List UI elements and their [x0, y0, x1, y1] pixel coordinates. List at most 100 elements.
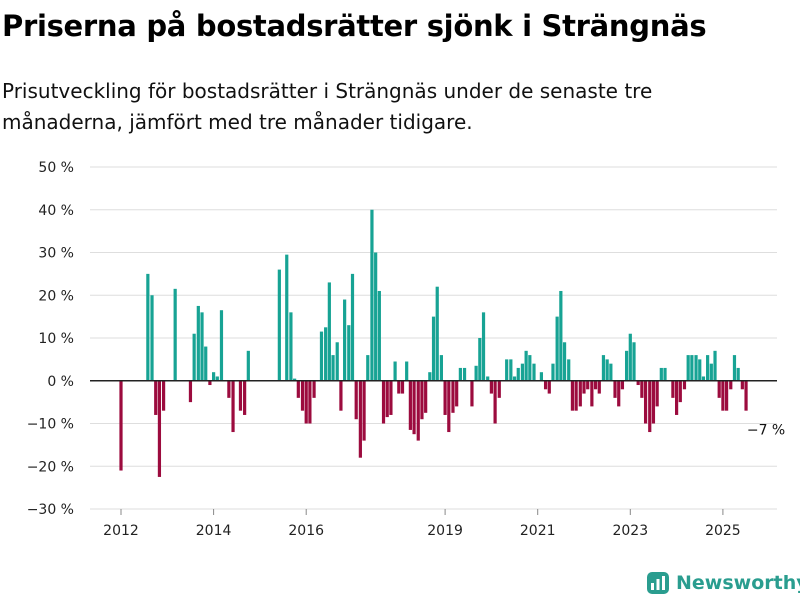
- bar: [493, 380, 497, 424]
- bar: [559, 290, 563, 381]
- bar: [713, 350, 717, 381]
- bar: [219, 310, 224, 381]
- y-tick-label: −30 %: [27, 502, 74, 518]
- bar: [486, 376, 490, 381]
- bar: [289, 312, 293, 381]
- bar: [455, 380, 459, 407]
- bar: [431, 316, 436, 381]
- bar: [497, 380, 501, 398]
- chart-title: Priserna på bostadsrätter sjönk i Sträng…: [2, 9, 707, 43]
- bar: [374, 252, 378, 381]
- y-tick-label: −20 %: [27, 459, 74, 475]
- y-axis-ticks: −30 % −20 % −10 % 0 % 10 % 20 % 30 % 40 % 50 %: [27, 160, 74, 518]
- bar: [574, 380, 578, 411]
- bar: [458, 367, 462, 381]
- bar: [725, 380, 729, 411]
- bar: [212, 372, 216, 381]
- bar: [640, 380, 644, 398]
- bar: [343, 299, 347, 381]
- bar: [732, 355, 737, 381]
- x-tick-label: 2016: [288, 523, 324, 539]
- bar: [528, 355, 532, 381]
- bar: [567, 359, 571, 381]
- bar: [620, 380, 625, 390]
- bar: [706, 355, 710, 381]
- bar: [617, 380, 621, 407]
- bar: [462, 367, 467, 381]
- x-tick-label: 2023: [612, 523, 648, 539]
- bar: [173, 288, 177, 381]
- bar: [296, 380, 300, 398]
- bar: [590, 380, 594, 407]
- bar: [551, 363, 555, 381]
- y-tick-label: 40 %: [38, 203, 74, 219]
- bar: [701, 376, 706, 381]
- bar: [339, 380, 343, 411]
- bar: [505, 359, 509, 381]
- bar: [366, 355, 370, 381]
- x-tick-label: 2012: [103, 523, 139, 539]
- bar: [690, 355, 694, 381]
- bar: [208, 380, 212, 386]
- bar: [663, 367, 667, 381]
- bar: [512, 376, 517, 381]
- bar: [227, 380, 231, 398]
- bar: [698, 359, 702, 381]
- bar: [308, 380, 312, 424]
- bar: [354, 380, 358, 420]
- bar: [389, 380, 393, 415]
- bar: [327, 282, 331, 381]
- bar: [393, 361, 397, 381]
- x-tick-label: 2014: [196, 523, 232, 539]
- bar: [593, 380, 598, 390]
- bar: [200, 312, 204, 381]
- bar: [412, 380, 416, 435]
- x-tick-label: 2019: [427, 523, 463, 539]
- bar: [370, 209, 374, 381]
- bar: [478, 338, 482, 381]
- bar: [350, 273, 355, 381]
- bar: [717, 380, 721, 398]
- bar: [709, 363, 713, 381]
- bar: [570, 380, 575, 411]
- bar: [678, 380, 682, 403]
- bar: [729, 380, 733, 390]
- y-tick-label: 0 %: [47, 374, 74, 390]
- bar: [300, 380, 305, 411]
- bar: [543, 380, 548, 390]
- bar: [520, 363, 525, 381]
- bar: [443, 380, 447, 415]
- newsworthy-logo-icon: [647, 572, 669, 594]
- bar: [470, 380, 474, 407]
- bars: [119, 209, 748, 477]
- x-tick-label: 2021: [520, 523, 556, 539]
- bar: [740, 380, 744, 390]
- bar: [651, 380, 656, 424]
- bar: [578, 380, 582, 407]
- bar: [285, 254, 289, 381]
- bar: [547, 380, 551, 394]
- bar: [447, 380, 451, 433]
- bar: [397, 380, 401, 394]
- bar: [119, 380, 123, 471]
- bar: [319, 331, 324, 381]
- bar: [539, 372, 544, 381]
- bar: [385, 380, 389, 418]
- bar: [428, 372, 432, 381]
- x-tick-label: 2025: [705, 523, 741, 539]
- bar: [416, 380, 420, 441]
- bar: [335, 342, 339, 381]
- bar: [238, 380, 243, 411]
- bar: [377, 290, 381, 381]
- bar: [246, 350, 250, 381]
- bar-chart: −30 % −20 % −10 % 0 % 10 % 20 % 30 % 40 % 50 % 2…: [27, 160, 786, 539]
- bar: [192, 333, 196, 381]
- bar: [524, 350, 528, 381]
- bar: [243, 380, 247, 415]
- y-tick-label: 20 %: [38, 288, 74, 304]
- annotations: −7 %: [747, 423, 785, 439]
- bar: [632, 342, 636, 381]
- bar: [439, 355, 443, 381]
- bar: [312, 380, 316, 398]
- last-value-annotation: −7 %: [747, 423, 785, 439]
